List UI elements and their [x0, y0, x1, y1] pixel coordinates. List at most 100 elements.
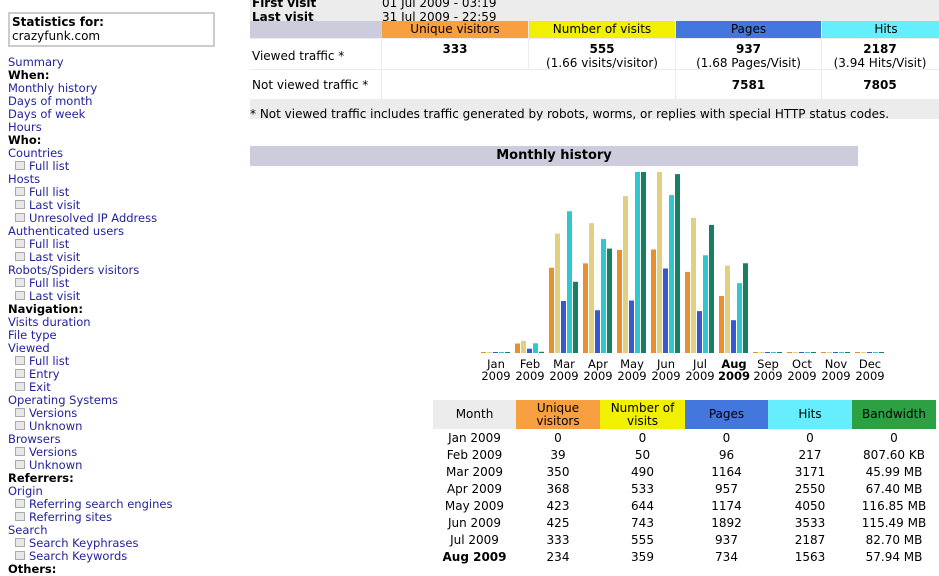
value-cell: 368: [546, 481, 570, 496]
bar-pages: [867, 352, 872, 353]
menu-subitem[interactable]: Full list: [8, 355, 172, 368]
summary-panel: First visit 01 Jul 2009 - 03:19 Last vis…: [250, 0, 939, 119]
summary-header-blank: [250, 21, 382, 38]
bar-unique-visitors: [753, 352, 758, 353]
value-cell: 39: [550, 447, 566, 462]
menu-subitem[interactable]: Unresolved IP Address: [8, 212, 172, 225]
menu-item[interactable]: Summary: [8, 55, 64, 69]
month-cell: Jul 2009: [450, 532, 499, 547]
bar-unique-visitors: [685, 271, 690, 353]
bar-visits: [623, 196, 628, 353]
month-year: 2009: [481, 369, 511, 383]
month-cell: Jun 2009: [447, 515, 502, 530]
menu-item[interactable]: Browsers: [8, 432, 61, 446]
menu-subitem[interactable]: Full list: [8, 186, 172, 199]
value-cell: 116.85 MB: [861, 498, 927, 513]
menu-section-heading: Referrers:: [8, 471, 74, 485]
value-cell: 3171: [794, 464, 826, 479]
bar-pages: [629, 300, 634, 353]
bar-unique-visitors: [617, 249, 622, 353]
bar-visits: [657, 172, 662, 353]
bar-visits: [759, 352, 764, 353]
menu-item[interactable]: Authenticated users: [8, 224, 125, 238]
viewed-pages-value: 937: [735, 42, 762, 56]
menu-subitem[interactable]: Entry: [8, 368, 172, 381]
month-year: 2009: [685, 369, 715, 383]
bar-bandwidth: [777, 352, 782, 353]
bar-bandwidth: [879, 352, 884, 353]
menu-section-heading: Others:: [8, 562, 57, 576]
menu-subitem[interactable]: Search Keyphrases: [8, 537, 172, 550]
table-row: Aug 2009 234 359 734 1563 57.94 MB: [433, 548, 936, 565]
menu-subitem[interactable]: Last visit: [8, 290, 172, 303]
menu-item[interactable]: Days of month: [8, 94, 93, 108]
month-year: 2009: [515, 369, 545, 383]
value-cell: 359: [631, 549, 654, 564]
month-year: 2009: [651, 369, 681, 383]
value-cell: 2550: [794, 481, 826, 496]
bar-hits: [737, 283, 742, 353]
month-year: 2009: [821, 369, 851, 383]
menu-item[interactable]: Days of week: [8, 107, 86, 121]
menu-item[interactable]: Robots/Spiders visitors: [8, 263, 140, 277]
menu-subitem[interactable]: Exit: [8, 381, 172, 394]
menu-item[interactable]: Hosts: [8, 172, 41, 186]
menu-subitem[interactable]: Search Keywords: [8, 550, 172, 563]
bar-unique-visitors: [855, 352, 860, 353]
monthly-history-title: Monthly history: [250, 146, 858, 166]
month-name: Jul: [693, 357, 707, 371]
month-year: 2009: [617, 369, 647, 383]
bar-unique-visitors: [651, 249, 656, 353]
menu-item[interactable]: Origin: [8, 484, 43, 498]
statistics-for-label: Statistics for:: [12, 15, 104, 29]
month-label: Jun 2009: [649, 358, 683, 382]
month-label: Oct 2009: [785, 358, 819, 382]
menu-subitem[interactable]: Referring search engines: [8, 498, 172, 511]
viewed-visits-value: 555: [589, 42, 615, 56]
menu-item[interactable]: Hours: [8, 120, 42, 134]
bar-bandwidth: [709, 224, 714, 353]
menu-item[interactable]: Monthly history: [8, 81, 98, 95]
menu-subitem[interactable]: Full list: [8, 238, 172, 251]
pages-per-visit: (1.68 Pages/Visit): [696, 56, 801, 70]
bar-pages: [561, 300, 566, 353]
month-year: 2009: [549, 369, 579, 383]
menu-item[interactable]: Countries: [8, 146, 64, 160]
menu-subitem[interactable]: Versions: [8, 446, 172, 459]
menu-subitem[interactable]: Unknown: [8, 459, 172, 472]
month-year: 2009: [753, 369, 783, 383]
monthly-history-chart: [481, 172, 884, 353]
bar-unique-visitors: [787, 352, 792, 353]
bar-pages: [731, 320, 736, 353]
month-label: Feb 2009: [513, 358, 547, 382]
header-pages: Pages: [676, 21, 821, 38]
menu-subitem[interactable]: Versions: [8, 407, 172, 420]
value-cell: 96: [718, 447, 735, 462]
bar-bandwidth: [573, 281, 578, 353]
menu-subitem[interactable]: Last visit: [8, 199, 172, 212]
first-visit-value: 01 Jul 2009 - 03:19: [382, 0, 497, 10]
table-row: May 2009 423 644 1174 4050 116.85 MB: [433, 497, 936, 514]
value-cell: 45.99 MB: [865, 464, 923, 479]
menu-item[interactable]: Viewed: [8, 341, 50, 355]
menu-subitem[interactable]: Full list: [8, 160, 172, 173]
table-row: Jan 2009 0 0 0 0 0: [433, 429, 936, 446]
menu-subitem[interactable]: Last visit: [8, 251, 172, 264]
menu-subitem[interactable]: Referring sites: [8, 511, 172, 524]
menu-item[interactable]: Search: [8, 523, 48, 537]
menu-item[interactable]: Operating Systems: [8, 393, 119, 407]
menu-item[interactable]: Visits duration: [8, 315, 91, 329]
bar-unique-visitors: [549, 267, 554, 353]
viewed-unique: 333: [382, 39, 528, 69]
month-cell: Mar 2009: [446, 464, 503, 479]
menu-subitem[interactable]: Unknown: [8, 420, 172, 433]
menu-item[interactable]: File type: [8, 328, 57, 342]
bar-visits: [793, 352, 798, 353]
bar-hits: [601, 239, 606, 353]
value-cell: 1174: [711, 498, 742, 513]
bar-bandwidth: [743, 263, 748, 353]
menu-subitem[interactable]: Full list: [8, 277, 172, 290]
bar-hits: [873, 352, 878, 353]
month-label: Jan 2009: [479, 358, 513, 382]
month-cell: Aug 2009: [442, 549, 507, 564]
